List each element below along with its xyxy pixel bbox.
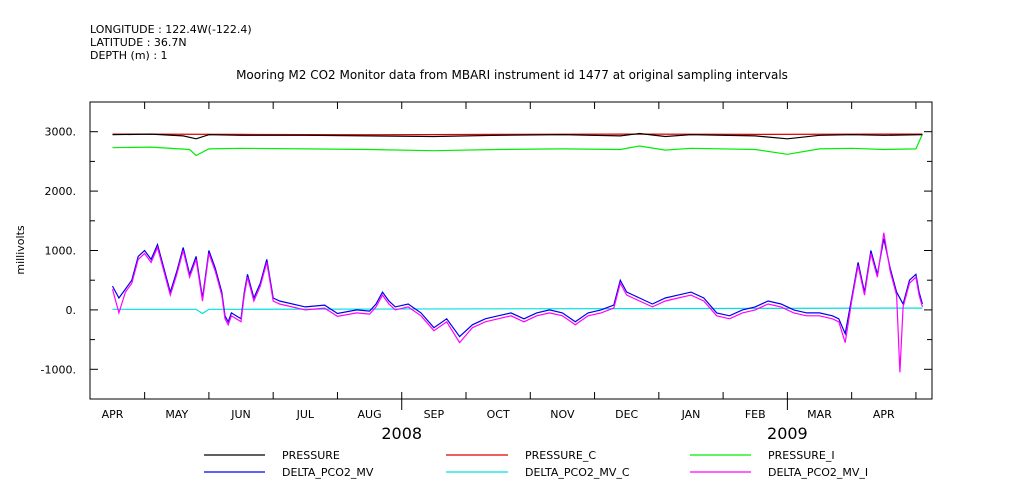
x-month-label: FEB — [745, 408, 766, 421]
y-tick-label: 0. — [66, 304, 77, 317]
plot-frame — [89, 101, 933, 400]
x-month-label: MAR — [807, 408, 832, 421]
x-month-label: OCT — [487, 408, 510, 421]
legend-label: DELTA_PCO2_MV — [282, 466, 374, 479]
y-tick-label: 2000. — [45, 185, 77, 198]
plot-area — [111, 132, 923, 373]
legend-label: DELTA_PCO2_MV_C — [525, 466, 630, 479]
x-year-label: 2009 — [767, 424, 808, 443]
depth-label: DEPTH (m) : 1 — [90, 49, 168, 62]
x-month-label: NOV — [550, 408, 575, 421]
y-tick-label: -1000. — [41, 363, 76, 376]
x-month-label: MAY — [165, 408, 188, 421]
x-month-label: JUN — [230, 408, 251, 421]
legend-label: PRESSURE_C — [525, 449, 596, 462]
legend-label: PRESSURE — [282, 449, 340, 462]
chart-title: Mooring M2 CO2 Monitor data from MBARI i… — [236, 68, 788, 82]
series-line-delta-pco2-mv-c — [112, 307, 923, 315]
x-month-label: AUG — [358, 408, 382, 421]
latitude-label: LATITUDE : 36.7N — [90, 36, 187, 49]
y-axis: 3000. 2000. 1000. 0. -1000. — [41, 101, 932, 400]
x-axis: APR MAY JUN JUL AUG SEP OCT NOV DEC JAN FEB MAR APR 2… — [102, 102, 917, 443]
series-line-delta-pco2-mv-i — [111, 232, 923, 373]
series-line-pressure — [112, 132, 923, 140]
x-month-label: APR — [873, 408, 895, 421]
x-year-label: 2008 — [381, 424, 422, 443]
x-month-label: DEC — [615, 408, 638, 421]
legend: PRESSURE PRESSURE_C PRESSURE_I DELTA_PCO2_M… — [204, 449, 868, 479]
x-month-label: JAN — [681, 408, 701, 421]
legend-label: PRESSURE_I — [768, 449, 835, 462]
y-tick-label: 1000. — [45, 245, 77, 258]
series-line-delta-pco2-mv — [111, 238, 923, 338]
series-line-pressure-i — [112, 133, 923, 157]
y-axis-label: millivolts — [14, 225, 27, 275]
x-month-label: SEP — [424, 408, 445, 421]
legend-label: DELTA_PCO2_MV_I — [768, 466, 868, 479]
longitude-label: LONGITUDE : 122.4W(-122.4) — [90, 23, 252, 36]
x-month-label: APR — [102, 408, 124, 421]
y-tick-label: 3000. — [45, 126, 77, 139]
x-month-label: JUL — [296, 408, 315, 421]
